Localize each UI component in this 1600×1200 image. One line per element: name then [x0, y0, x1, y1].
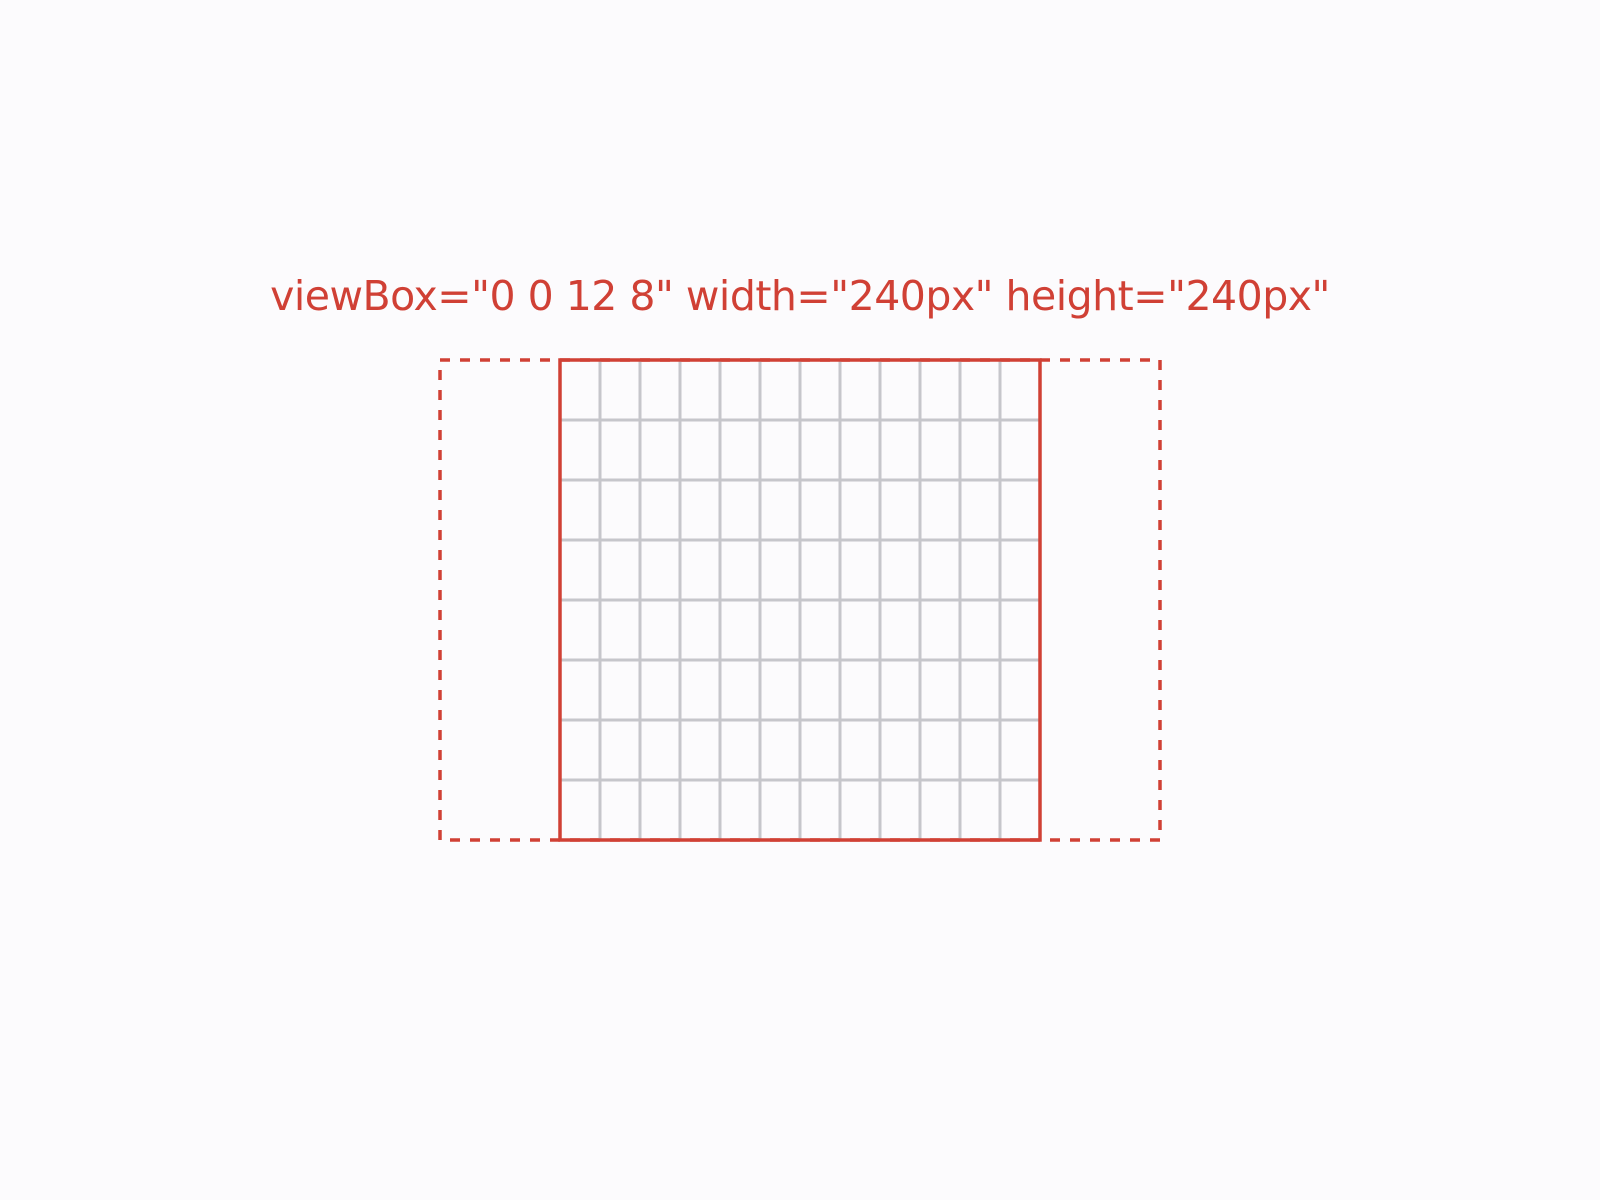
- viewbox-frame: [558, 358, 1042, 842]
- viewbox-caption: viewBox="0 0 12 8" width="240px" height=…: [270, 272, 1330, 320]
- viewbox-grid: [560, 360, 1040, 840]
